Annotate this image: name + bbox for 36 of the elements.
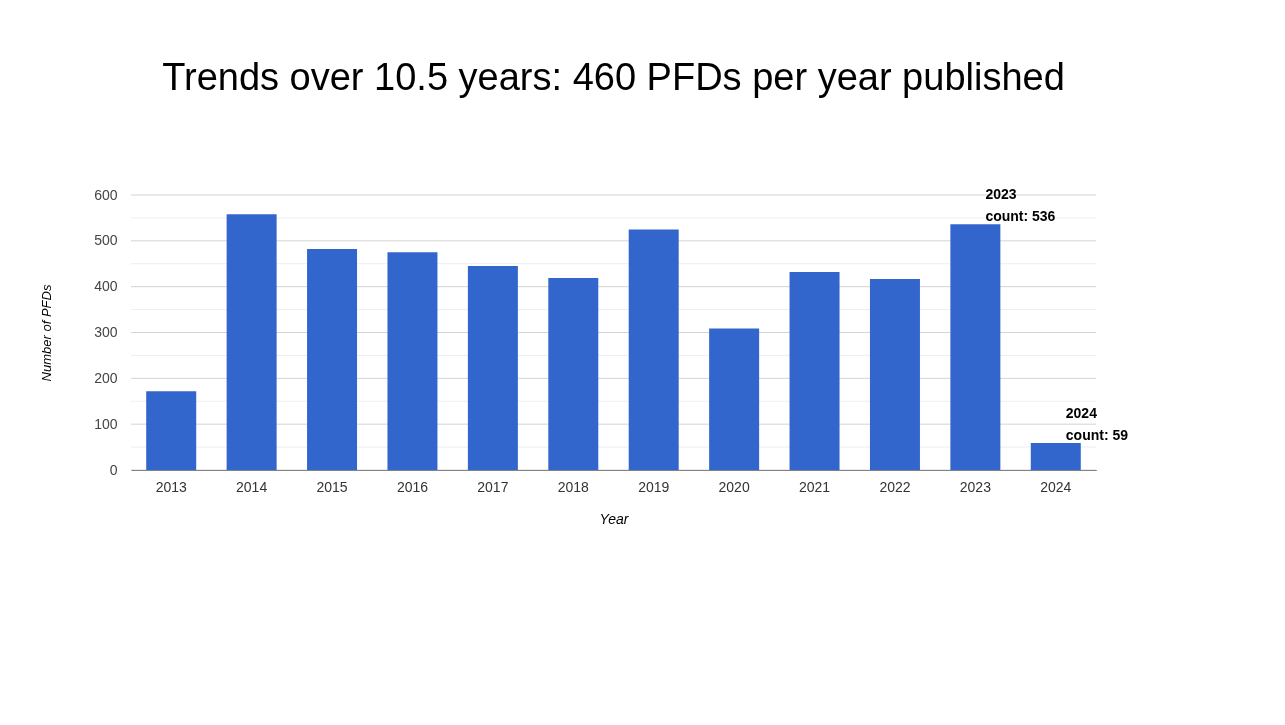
bar <box>1030 442 1081 470</box>
bar <box>146 391 197 470</box>
bar <box>387 252 438 470</box>
bar <box>950 224 1001 470</box>
annotation: 2024 count: 59 <box>1065 404 1129 443</box>
bar <box>467 266 518 470</box>
x-tick-label: 2017 <box>477 478 509 495</box>
x-tick-label: 2018 <box>557 478 590 495</box>
bar <box>789 272 840 470</box>
x-tick-label: 2019 <box>638 478 670 495</box>
y-tick-label: 600 <box>94 186 118 203</box>
y-tick-label: 500 <box>94 232 118 249</box>
x-tick-label: 2022 <box>879 478 911 495</box>
x-tick-label: 2013 <box>155 478 187 495</box>
y-axis-title: Number of PFDs <box>39 284 55 382</box>
y-tick-label: 200 <box>94 369 118 386</box>
y-tick-label: 100 <box>94 415 118 432</box>
bar <box>226 214 277 470</box>
annotation: 2023 count: 536 <box>985 186 1056 225</box>
x-tick-label: 2014 <box>236 478 268 495</box>
x-tick-label: 2021 <box>798 478 831 495</box>
bar <box>307 249 358 470</box>
y-tick-label: 0 <box>109 461 118 478</box>
x-tick-label: 2024 <box>1040 478 1072 495</box>
x-tick-label: 2015 <box>316 478 348 495</box>
bar <box>548 277 599 470</box>
x-tick-label: 2020 <box>718 478 750 495</box>
bar <box>869 278 920 470</box>
bar <box>628 229 679 470</box>
x-axis-title: Year <box>599 510 630 527</box>
x-tick-label: 2016 <box>396 478 429 495</box>
y-tick-label: 400 <box>94 278 118 295</box>
chart-title: Trends over 10.5 years: 460 PFDs per year published <box>162 56 1065 98</box>
x-tick-label: 2023 <box>959 478 992 495</box>
bar <box>709 328 760 470</box>
y-tick-label: 300 <box>94 324 118 340</box>
